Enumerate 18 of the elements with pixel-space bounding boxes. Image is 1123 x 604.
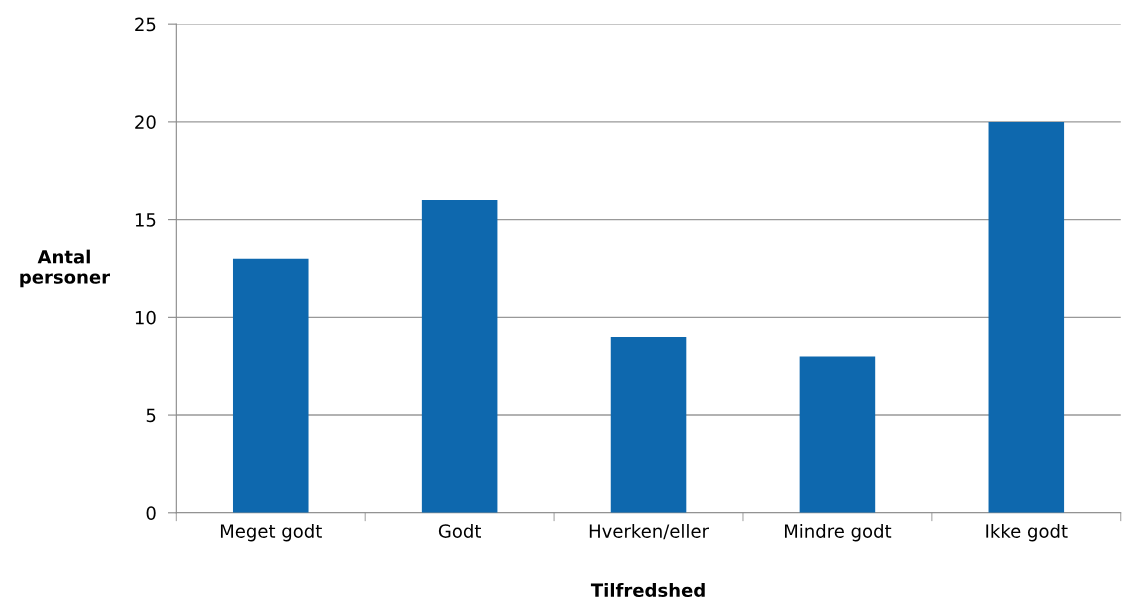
x-tick-label: Mindre godt <box>784 523 892 542</box>
bar <box>988 121 1065 513</box>
y-tick-label: 15 <box>135 213 156 227</box>
x-tick-label: Ikke godt <box>986 523 1068 542</box>
y-axis-title: Antal personer <box>20 249 111 288</box>
y-tick-label: 0 <box>146 506 156 520</box>
y-tick-label: 10 <box>135 310 156 325</box>
x-axis-title: Tilfredshed <box>590 583 705 598</box>
x-tick-label: Hverken/eller <box>589 523 709 540</box>
y-tick-label: 20 <box>135 115 156 129</box>
y-tick-label: 25 <box>135 17 156 32</box>
y-tick-label: 5 <box>146 408 156 423</box>
bar <box>799 356 876 513</box>
x-tick-label: Godt <box>438 523 481 538</box>
bar <box>421 200 498 513</box>
x-tick-label: Meget godt <box>220 523 322 542</box>
bar <box>610 336 687 513</box>
bar <box>232 258 309 513</box>
